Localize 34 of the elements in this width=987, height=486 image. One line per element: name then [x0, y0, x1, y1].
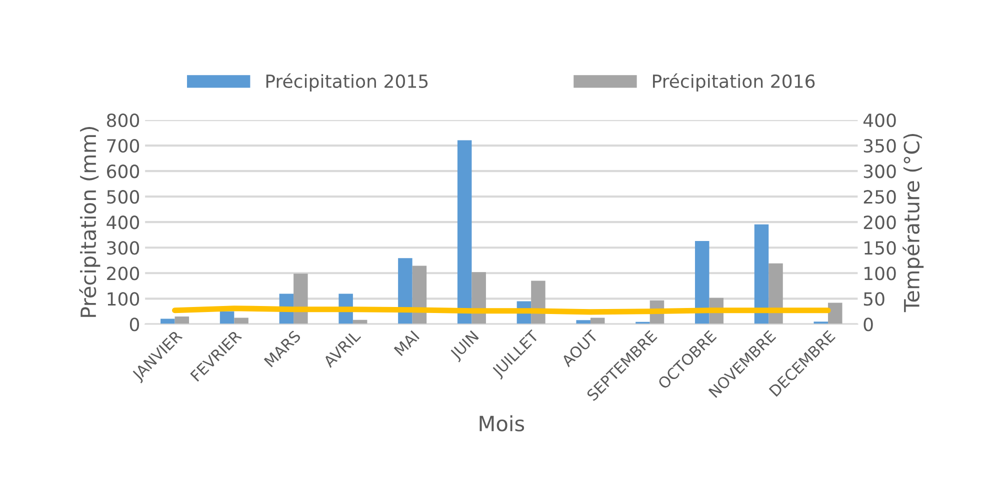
y-tick-label: 600 [107, 164, 140, 178]
x-axis-title: Mois [480, 415, 524, 432]
legend-label: Précipitation 2016 [653, 73, 815, 92]
y2-tick-label: 350 [864, 139, 896, 153]
y2-tick-label: 0 [864, 318, 873, 332]
y-tick-label: 800 [106, 114, 140, 128]
bar [768, 263, 783, 324]
y2-tick-label: 400 [863, 114, 896, 128]
y-axis-title: Précipitation (mm) [79, 127, 100, 317]
y2-tick-label: 150 [864, 241, 896, 255]
bar [174, 316, 190, 324]
y2-axis-title: Température (°C) [902, 134, 924, 312]
y-tick-label: 300 [107, 241, 140, 255]
y-tick-label: 100 [108, 292, 140, 306]
y2-tick-label: 50 [864, 292, 884, 306]
y-tick-label: 500 [107, 190, 140, 204]
legend-label: Précipitation 2015 [266, 73, 428, 92]
bar [472, 272, 486, 324]
bar [398, 258, 412, 324]
x-tick-label: MAI [394, 330, 420, 356]
bar [828, 302, 842, 324]
y-tick-label: 700 [107, 139, 140, 153]
y-tick-label: 200 [107, 266, 140, 280]
y2-tick-label: 100 [864, 266, 896, 280]
y2-tick-label: 200 [864, 216, 896, 230]
bar [754, 224, 769, 324]
y2-tick-label: 300 [864, 164, 896, 178]
bar [694, 240, 710, 324]
bar [220, 311, 234, 324]
y-tick-label: 0 [130, 318, 140, 332]
y-tick-label: 400 [106, 216, 140, 230]
bar [294, 274, 308, 324]
y2-tick-label: 250 [864, 190, 896, 204]
bar [457, 140, 472, 324]
